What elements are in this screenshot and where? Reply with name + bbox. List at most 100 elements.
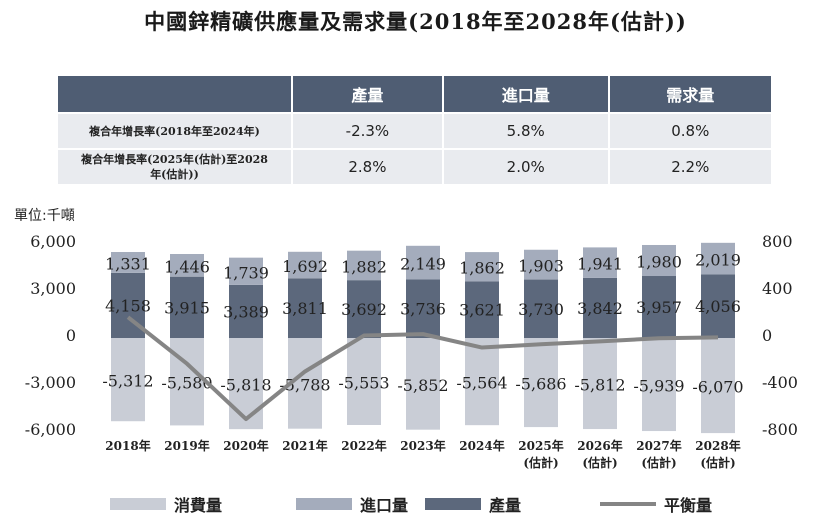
chart-legend: 消費量 進口量 產量 平衡量 [0,488,831,520]
consumption-value-label: -5,553 [338,373,389,392]
production-bar [642,276,676,338]
x-axis-category-note: (估計) [641,455,676,470]
consumption-value-label: -5,939 [633,377,684,396]
x-axis-category-label: 2020年 [223,438,268,453]
x-axis-category-note: (估計) [582,455,617,470]
consumption-value-label: -5,852 [397,376,448,395]
table-cell: 2.8% [291,148,443,184]
consumption-value-label: -5,564 [456,374,507,393]
x-axis-category-note: (估計) [523,455,558,470]
production-value-label: 4,158 [105,296,151,315]
table-cell: 0.8% [607,112,771,149]
table-row-label: 複合年增長率(2025年(估計)至2028年(估計)) [58,148,292,184]
left-axis-tick-label: -3,000 [25,373,76,392]
production-value-label: 3,389 [223,302,269,321]
production-value-label: 3,915 [164,298,210,317]
imports-value-label: 1,446 [164,257,210,276]
production-bar [583,277,617,338]
imports-bar [288,251,322,279]
left-axis-tick-label: 3,000 [30,279,76,298]
production-bar [465,281,499,338]
consumption-value-label: -5,812 [574,376,625,395]
right-axis-tick-label: 800 [762,232,793,251]
legend-swatch-consumption [110,498,166,510]
legend-swatch-production [425,498,481,510]
production-value-label: 4,056 [695,297,741,316]
imports-bar [111,252,145,273]
balance-line [126,315,719,422]
production-value-label: 3,621 [459,301,505,320]
left-axis-tick-label: 6,000 [30,232,76,251]
table-header-blank [58,76,292,113]
right-axis-tick-label: -800 [762,420,798,439]
table-cell: 2.0% [441,148,609,184]
production-bar [406,279,440,338]
table-header-imports: 進口量 [441,76,609,113]
legend-label-consumption: 消費量 [174,496,223,515]
imports-value-label: 1,903 [518,257,564,276]
table-header-row: 產量 進口量 需求量 [58,76,771,113]
table-row-label: 複合年增長率(2018年至2024年) [58,112,292,149]
unit-label: 單位:千噸 [14,208,75,224]
production-value-label: 3,811 [282,299,328,318]
legend-swatch-imports [296,498,352,510]
consumption-value-label: -6,070 [692,378,743,397]
imports-value-label: 1,941 [577,255,623,274]
x-axis-category-label: 2018年 [105,438,150,453]
consumption-bar [701,338,735,434]
imports-bar [642,244,676,277]
x-axis-category-note: (估計) [700,455,735,470]
production-bar [347,280,381,338]
imports-bar [701,242,735,275]
consumption-bar [111,338,145,422]
left-axis-tick-label: -6,000 [25,420,76,439]
production-bar [170,276,204,338]
table-header-demand: 需求量 [607,76,771,113]
chart-title: 中國鋅精礦供應量及需求量(2018年至2028年(估計)) [144,9,687,34]
imports-value-label: 1,692 [282,257,328,276]
table-cell: 5.8% [441,112,609,149]
table-row: 複合年增長率(2018年至2024年) -2.3% 5.8% 0.8% [58,112,771,149]
x-axis-category-label: 2024年 [459,438,504,453]
imports-value-label: 1,331 [105,254,151,273]
consumption-bar [465,338,499,426]
imports-value-label: 1,862 [459,259,505,278]
legend-label-balance: 平衡量 [664,496,713,515]
x-axis-category-label: 2019年 [164,438,209,453]
consumption-bar [583,338,617,430]
imports-bar [583,247,617,278]
imports-value-label: 1,739 [223,263,269,282]
consumption-bar [406,338,440,430]
supply-demand-chart: 6,000 3,000 0 -3,000 -6,000 800 400 0 -400 -800 1,… [25,232,798,470]
imports-value-label: 1,882 [341,257,387,276]
x-axis-category-label: 2026年 [577,438,622,453]
imports-bar [347,250,381,281]
table-cell: -2.3% [291,112,443,149]
consumption-bar [288,338,322,429]
x-axis-category-label: 2022年 [341,438,386,453]
x-axis-category-label: 2028年 [695,438,740,453]
legend-swatch-balance [600,502,656,506]
production-value-label: 3,692 [341,300,387,319]
right-axis-tick-label: 0 [762,326,772,345]
imports-value-label: 2,149 [400,255,446,274]
imports-bar [229,257,263,285]
consumption-bar [229,338,263,430]
consumption-value-label: -5,686 [515,375,566,394]
left-axis-tick-label: 0 [66,326,76,345]
x-axis-category-label: 2021年 [282,438,327,453]
production-bar [229,284,263,338]
consumption-bar [642,338,676,432]
imports-bar [524,249,558,280]
consumption-bar [347,338,381,425]
production-value-label: 3,842 [577,299,623,318]
x-axis-category-label: 2025年 [518,438,563,453]
consumption-value-label: -5,818 [220,376,271,395]
imports-bar [170,254,204,277]
production-value-label: 3,957 [636,298,682,317]
legend-label-production: 產量 [489,496,522,515]
table-cell: 2.2% [607,148,771,184]
legend-item-balance: 平衡量 [600,492,712,516]
consumption-bar [524,338,558,428]
production-value-label: 3,730 [518,300,564,319]
